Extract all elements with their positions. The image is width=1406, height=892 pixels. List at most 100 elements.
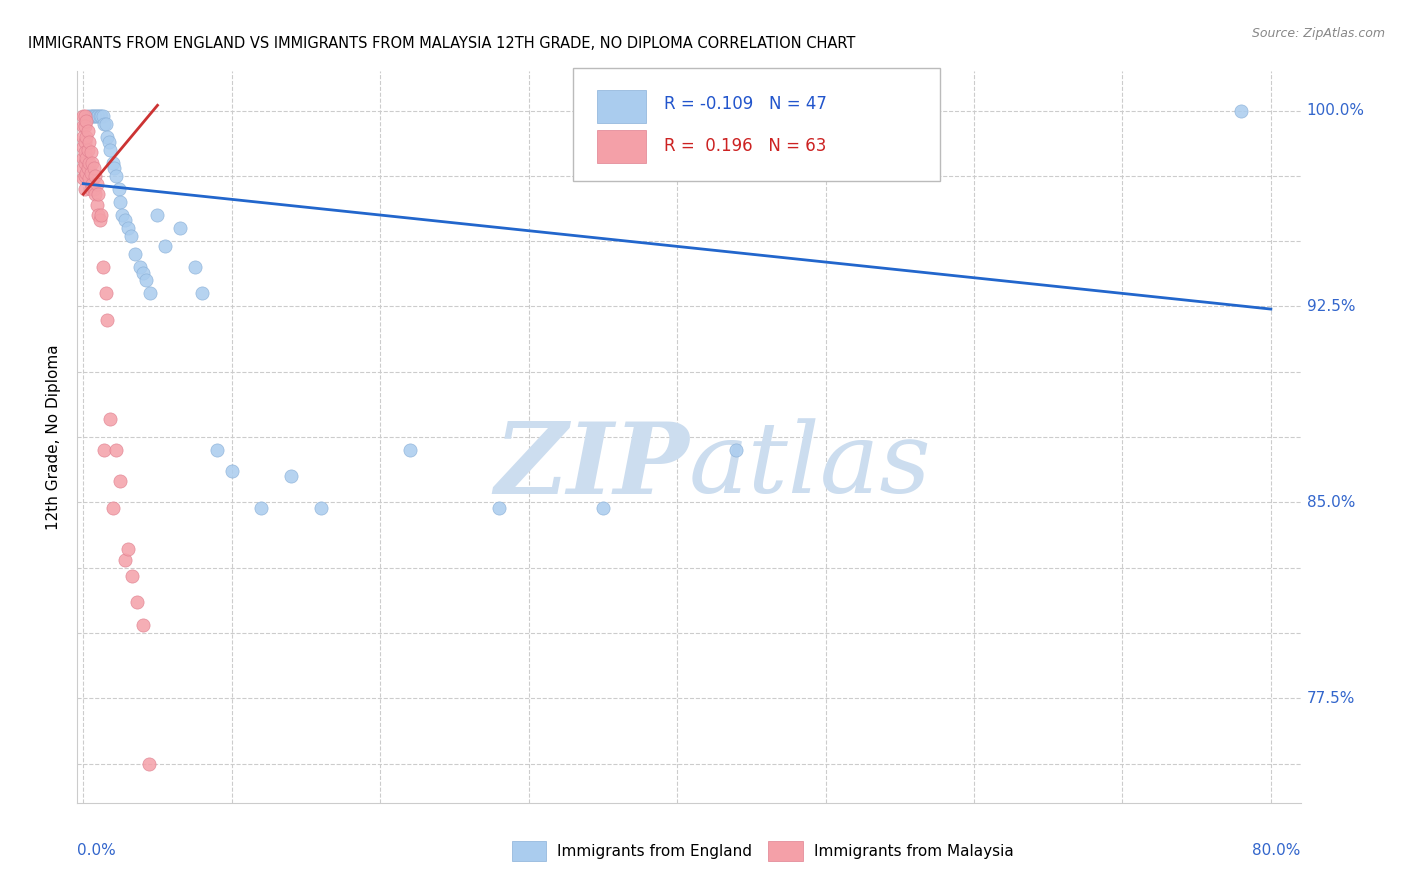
Point <box>89 109 111 123</box>
Point <box>86 109 108 123</box>
Point <box>96 312 118 326</box>
Text: 77.5%: 77.5% <box>1306 690 1355 706</box>
Point <box>83 182 105 196</box>
Point <box>93 443 115 458</box>
Point <box>83 109 105 123</box>
Point <box>183 260 205 275</box>
Point <box>72 109 94 123</box>
Point <box>121 568 143 582</box>
Point <box>399 443 422 458</box>
Point <box>77 171 100 186</box>
Point <box>169 221 191 235</box>
Point <box>84 187 107 202</box>
Point <box>75 166 97 180</box>
Point <box>97 135 120 149</box>
Point <box>73 135 96 149</box>
Point <box>205 443 228 458</box>
Point <box>128 260 150 275</box>
Point <box>73 145 96 160</box>
Text: 0.0%: 0.0% <box>77 843 117 858</box>
Point <box>135 273 157 287</box>
Text: 80.0%: 80.0% <box>1253 843 1301 858</box>
Point <box>250 500 273 515</box>
Text: Immigrants from England: Immigrants from England <box>557 844 752 859</box>
Text: ZIP: ZIP <box>494 418 689 515</box>
Point <box>131 266 153 280</box>
Point <box>90 208 112 222</box>
Point <box>117 221 139 235</box>
Text: IMMIGRANTS FROM ENGLAND VS IMMIGRANTS FROM MALAYSIA 12TH GRADE, NO DIPLOMA CORRE: IMMIGRANTS FROM ENGLAND VS IMMIGRANTS FR… <box>28 36 855 51</box>
Point <box>104 443 127 458</box>
Point <box>73 155 96 169</box>
Text: R =  0.196   N = 63: R = 0.196 N = 63 <box>665 137 827 155</box>
Point <box>131 618 153 632</box>
Point <box>77 155 100 169</box>
Point <box>72 161 94 175</box>
Point <box>104 169 127 183</box>
FancyBboxPatch shape <box>572 68 939 181</box>
Point <box>75 114 97 128</box>
Point <box>124 247 146 261</box>
Point <box>108 182 131 196</box>
Point <box>73 182 96 196</box>
Point <box>93 117 115 131</box>
Point <box>73 169 96 183</box>
Point <box>91 260 114 275</box>
Text: 100.0%: 100.0% <box>1306 103 1365 118</box>
Point <box>82 155 104 169</box>
Point <box>84 169 107 183</box>
Point <box>76 161 98 175</box>
Point <box>592 500 614 515</box>
Point <box>138 756 160 771</box>
Point <box>80 109 103 123</box>
Text: 85.0%: 85.0% <box>1306 495 1355 510</box>
Point <box>1230 103 1253 118</box>
Text: R = -0.109   N = 47: R = -0.109 N = 47 <box>665 95 827 112</box>
Point <box>72 140 94 154</box>
Point <box>94 286 117 301</box>
Bar <box>769 841 803 862</box>
Point <box>82 109 104 123</box>
Point <box>146 208 169 222</box>
Point <box>98 411 121 425</box>
Point <box>86 177 108 191</box>
Point <box>80 145 103 160</box>
Point <box>80 182 103 196</box>
Point <box>72 129 94 144</box>
Point <box>101 155 124 169</box>
Point <box>87 109 110 123</box>
Point <box>73 119 96 133</box>
Point <box>86 197 108 211</box>
Point <box>153 239 176 253</box>
Point <box>98 143 121 157</box>
Text: Source: ZipAtlas.com: Source: ZipAtlas.com <box>1251 27 1385 40</box>
Text: Immigrants from Malaysia: Immigrants from Malaysia <box>814 844 1014 859</box>
Point <box>75 129 97 144</box>
Point <box>221 464 243 478</box>
Point <box>76 109 98 123</box>
Text: atlas: atlas <box>689 418 932 514</box>
Point <box>73 109 96 123</box>
Point <box>72 119 94 133</box>
Point <box>111 208 134 222</box>
Point <box>83 161 105 175</box>
Point <box>125 594 148 608</box>
Point <box>80 166 103 180</box>
Point <box>114 553 136 567</box>
Point <box>110 194 132 209</box>
Point <box>139 286 162 301</box>
Point <box>87 208 110 222</box>
Point <box>89 213 111 227</box>
Point <box>76 124 98 138</box>
Point <box>280 469 302 483</box>
Point <box>96 129 118 144</box>
Point <box>120 229 142 244</box>
Point <box>77 135 100 149</box>
Point <box>87 187 110 202</box>
Point <box>82 177 104 191</box>
Text: 92.5%: 92.5% <box>1306 299 1355 314</box>
Point <box>94 117 117 131</box>
Point <box>101 500 124 515</box>
Point <box>103 161 125 175</box>
Point <box>191 286 214 301</box>
